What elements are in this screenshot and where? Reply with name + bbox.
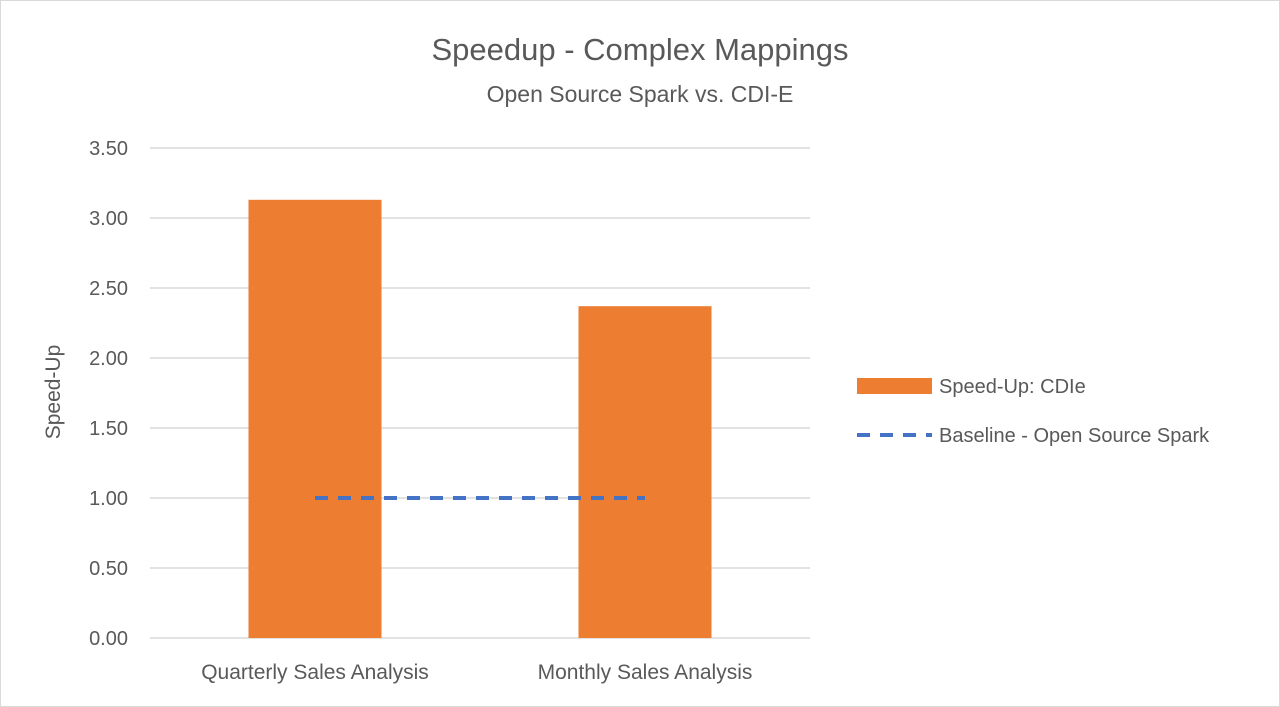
legend-label-baseline: Baseline - Open Source Spark <box>939 425 1210 447</box>
y-tick-label: 3.00 <box>89 208 128 230</box>
bar-2 <box>578 306 712 638</box>
x-tick-label: Monthly Sales Analysis <box>538 661 753 684</box>
legend-swatch-speedup <box>857 378 932 394</box>
y-tick-label: 1.00 <box>89 488 128 510</box>
legend-label-speedup: Speed-Up: CDIe <box>939 376 1086 398</box>
y-axis-label: Speed-Up <box>42 345 65 440</box>
y-tick-label: 3.50 <box>89 138 128 160</box>
bar-1 <box>248 199 382 639</box>
x-tick-label: Quarterly Sales Analysis <box>201 661 429 684</box>
y-tick-label: 0.00 <box>89 628 128 650</box>
y-tick-label: 2.50 <box>89 278 128 300</box>
y-tick-label: 1.50 <box>89 418 128 440</box>
y-tick-label: 2.00 <box>89 348 128 370</box>
chart-subtitle: Open Source Spark vs. CDI-E <box>487 81 794 107</box>
legend: Speed-Up: CDIe Baseline - Open Source Sp… <box>857 376 1210 447</box>
y-tick-label: 0.50 <box>89 558 128 580</box>
chart-title: Speedup - Complex Mappings <box>431 32 848 67</box>
